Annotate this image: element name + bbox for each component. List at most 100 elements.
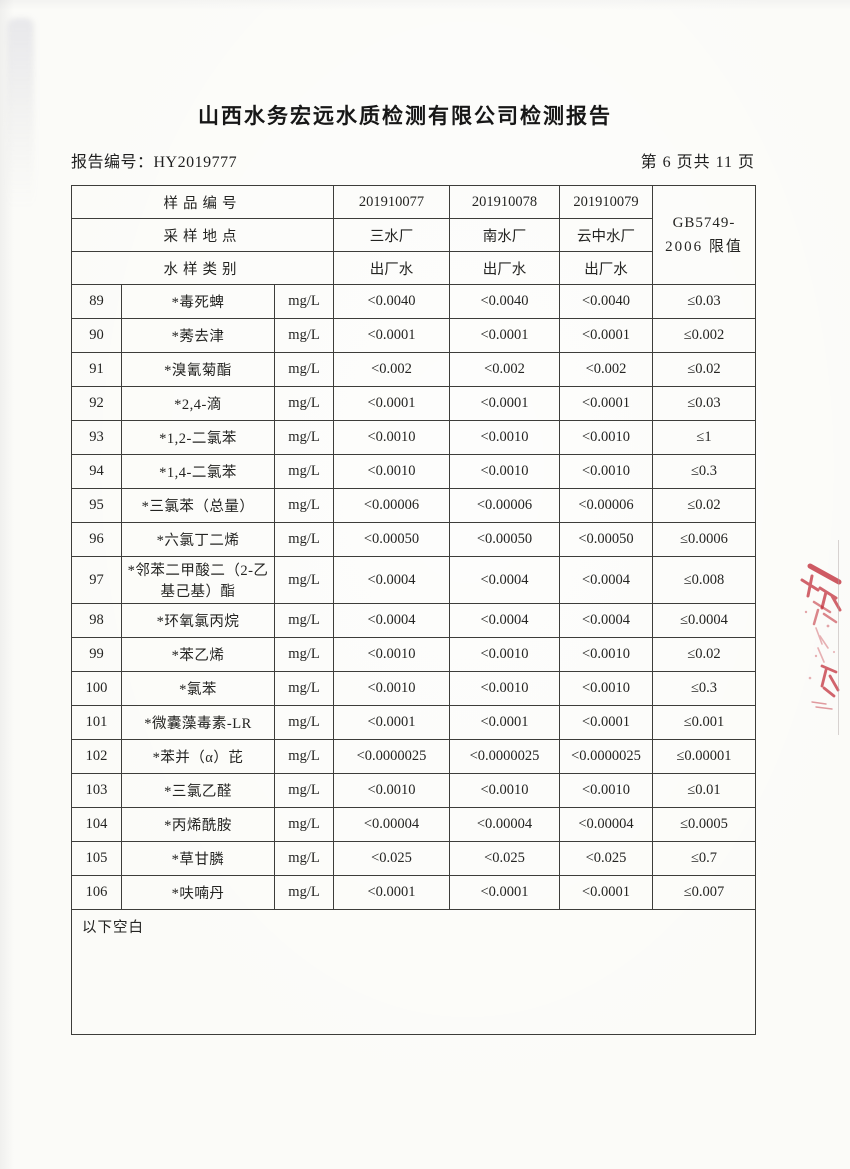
limit-cell: ≤0.00001 [652,739,757,774]
limit-cell: ≤0.0004 [652,603,757,638]
value-cell: <0.0001 [333,705,451,740]
value-cell: <0.0004 [333,603,451,638]
value-cell: <0.0001 [559,705,654,740]
value-cell: <0.0004 [449,556,561,604]
row-number-cell: 90 [71,318,122,353]
location-cell: 云中水厂 [559,218,654,252]
results-tfoot: 以下空白 [70,909,757,1035]
red-stamp-fragment [800,563,842,710]
value-cell: <0.0001 [449,705,561,740]
value-cell: <0.0010 [559,454,654,489]
param-name-cell: *六氯丁二烯 [121,522,275,557]
value-cell: <0.025 [333,841,451,876]
param-name-cell: *溴氰菊酯 [121,352,275,387]
limit-header-line1: GB5749- [672,215,736,231]
sample-id-cell: 201910077 [333,185,451,219]
value-cell: <0.00050 [559,522,654,557]
value-cell: <0.0004 [559,556,654,604]
limit-header-cell: GB5749- 2006 限值 [652,185,757,285]
unit-cell: mg/L [273,386,335,421]
param-name-cell: *毒死蜱 [121,284,275,319]
value-cell: <0.0004 [559,603,654,638]
table-row: 92 *2,4-滴 mg/L <0.0001 <0.0001 <0.0001 ≤0.03 [71,386,757,421]
category-cell: 出厂水 [333,251,451,285]
unit-cell: mg/L [273,556,335,604]
unit-cell: mg/L [273,603,335,638]
limit-cell: ≤0.02 [652,352,757,387]
table-row: 105 *草甘膦 mg/L <0.025 <0.025 <0.025 ≤0.7 [71,841,757,876]
value-cell: <0.00050 [449,522,561,557]
header-row-category: 水样类别 出厂水 出厂水 出厂水 [70,251,756,285]
limit-cell: ≤0.3 [652,454,757,489]
results-tbody: 89 *毒死蜱 mg/L <0.0040 <0.0040 <0.0040 ≤0.03 90 *莠… [71,284,757,910]
unit-cell: mg/L [273,671,335,706]
limit-cell: ≤0.007 [652,875,757,910]
row-number-cell: 100 [71,671,122,706]
value-cell: <0.0000025 [449,739,561,774]
value-cell: <0.0001 [449,386,561,421]
header-row-location: 采样地点 三水厂 南水厂 云中水厂 [70,218,756,252]
limit-cell: ≤0.002 [652,318,757,353]
table-row: 106 *呋喃丹 mg/L <0.0001 <0.0001 <0.0001 ≤0.007 [71,875,757,910]
unit-cell: mg/L [273,705,335,740]
unit-cell: mg/L [273,454,335,489]
value-cell: <0.002 [559,352,654,387]
unit-cell: mg/L [273,522,335,557]
unit-cell: mg/L [273,739,335,774]
param-name-cell: *草甘膦 [121,841,275,876]
results-table-header: 样品编号 201910077 201910078 201910079 GB574… [70,185,757,285]
table-row: 103 *三氯乙醛 mg/L <0.0010 <0.0010 <0.0010 ≤0.01 [71,773,757,808]
location-cell: 三水厂 [333,218,451,252]
param-name-cell: *邻苯二甲酸二（2-乙基己基）酯 [121,556,275,604]
value-cell: <0.0001 [333,318,451,353]
scan-paper-edge [838,540,839,735]
value-cell: <0.00006 [333,488,451,523]
limit-cell: ≤0.01 [652,773,757,808]
param-name-cell: *丙烯酰胺 [121,807,275,842]
limit-cell: ≤0.03 [652,284,757,319]
table-row-blank: 以下空白 [70,909,757,1035]
limit-cell: ≤0.02 [652,637,757,672]
value-cell: <0.0010 [333,420,451,455]
param-name-cell: *三氯乙醛 [121,773,275,808]
value-cell: <0.0010 [559,637,654,672]
param-name-cell: *1,4-二氯苯 [121,454,275,489]
row-number-cell: 97 [71,556,122,604]
value-cell: <0.0040 [333,284,451,319]
param-name-cell: *氯苯 [121,671,275,706]
value-cell: <0.0000025 [559,739,654,774]
limit-cell: ≤0.008 [652,556,757,604]
param-name-cell: *1,2-二氯苯 [121,420,275,455]
table-row: 102 *苯并（α）芘 mg/L <0.0000025 <0.0000025 <0.000… [71,739,757,774]
param-name-cell: *呋喃丹 [121,875,275,910]
unit-cell: mg/L [273,637,335,672]
value-cell: <0.0001 [559,318,654,353]
results-table: 样品编号 201910077 201910078 201910079 GB574… [70,185,757,1035]
value-cell: <0.0010 [559,420,654,455]
limit-header-line2: 2006 限值 [665,239,743,255]
category-label-cell: 水样类别 [70,251,335,285]
limit-cell: ≤0.7 [652,841,757,876]
location-label-cell: 采样地点 [70,218,335,252]
unit-cell: mg/L [273,318,335,353]
row-number-cell: 106 [71,875,122,910]
value-cell: <0.0004 [449,603,561,638]
value-cell: <0.0001 [559,875,654,910]
row-number-cell: 96 [71,522,122,557]
table-row: 104 *丙烯酰胺 mg/L <0.00004 <0.00004 <0.00004 ≤0.0… [71,807,757,842]
row-number-cell: 94 [71,454,122,489]
limit-cell: ≤0.0006 [652,522,757,557]
param-name-cell: *苯并（α）芘 [121,739,275,774]
row-number-cell: 99 [71,637,122,672]
table-row: 94 *1,4-二氯苯 mg/L <0.0010 <0.0010 <0.0010 ≤0.3 [71,454,757,489]
limit-cell: ≤0.3 [652,671,757,706]
value-cell: <0.00004 [449,807,561,842]
value-cell: <0.0001 [449,875,561,910]
table-row: 91 *溴氰菊酯 mg/L <0.002 <0.002 <0.002 ≤0.02 [71,352,757,387]
unit-cell: mg/L [273,875,335,910]
value-cell: <0.00006 [559,488,654,523]
limit-cell: ≤0.02 [652,488,757,523]
value-cell: <0.002 [449,352,561,387]
value-cell: <0.0040 [559,284,654,319]
